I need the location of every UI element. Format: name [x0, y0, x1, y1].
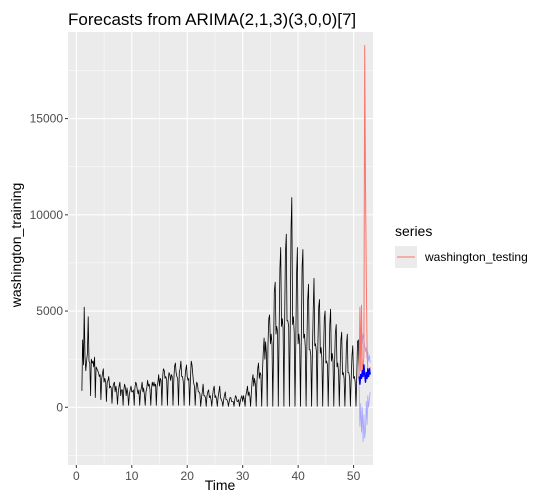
y-axis-title: washington_training — [8, 183, 24, 309]
series-line-interval-lower — [358, 380, 371, 443]
x-tick-label: 40 — [291, 469, 305, 483]
x-axis-title: Time — [205, 477, 236, 493]
x-tick-label: 20 — [181, 469, 195, 483]
chart-title: Forecasts from ARIMA(2,1,3)(3,0,0)[7] — [68, 10, 356, 29]
legend-label-testing: washington_testing — [424, 250, 528, 264]
y-tick-label: 15000 — [30, 112, 64, 126]
panel-background — [68, 32, 373, 465]
grid-lines — [68, 32, 373, 465]
x-tick-label: 30 — [236, 469, 250, 483]
x-tick-label: 10 — [125, 469, 139, 483]
x-tick-label: 0 — [73, 469, 80, 483]
legend: series washington_testing — [395, 223, 528, 268]
legend-title: series — [395, 223, 432, 239]
axes: 0 10 20 30 40 50 0 5000 10000 15000 — [30, 112, 361, 483]
y-tick-label: 0 — [56, 400, 63, 414]
series-line-training — [81, 197, 360, 407]
series-line-forecast — [358, 364, 371, 385]
series-lines — [81, 45, 371, 443]
plot-panel — [68, 32, 373, 465]
y-tick-label: 5000 — [36, 304, 63, 318]
y-tick-label: 10000 — [30, 208, 64, 222]
x-tick-label: 50 — [347, 469, 361, 483]
